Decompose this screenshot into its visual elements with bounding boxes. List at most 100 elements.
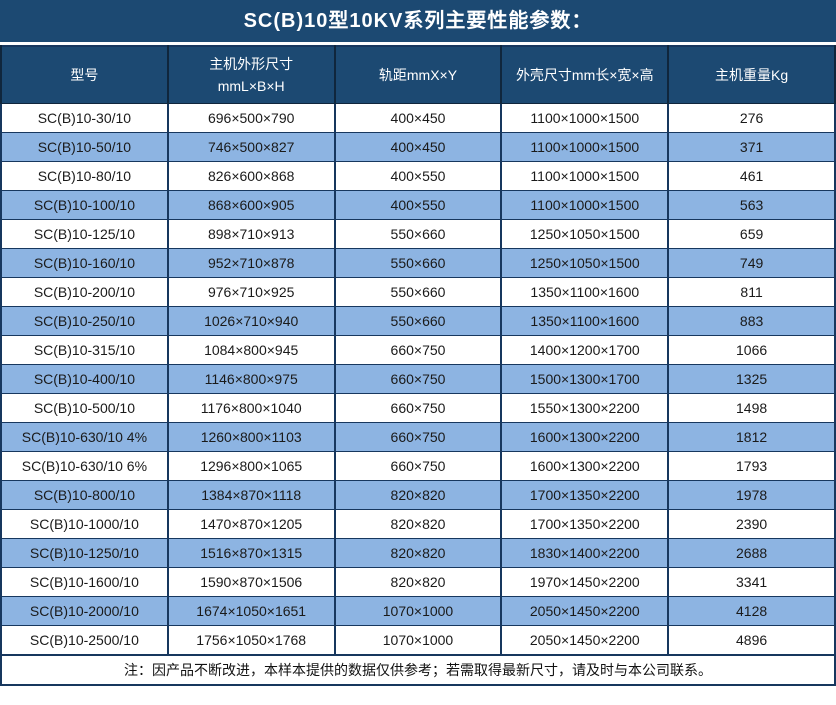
cell-dimensions: 976×710×925 bbox=[166, 277, 336, 307]
cell-gauge: 400×450 bbox=[333, 132, 503, 162]
cell-shell: 2050×1450×2200 bbox=[500, 596, 670, 626]
spec-sheet: SC(B)10型10KV系列主要性能参数： 型号 主机外形尺寸 mmL×B×H … bbox=[0, 0, 836, 686]
table-row: SC(B)10-500/10 1176×800×1040 660×750 1550×1… bbox=[0, 393, 836, 423]
table-row: SC(B)10-200/10 976×710×925 550×660 1350×110… bbox=[0, 277, 836, 307]
cell-shell: 1830×1400×2200 bbox=[500, 538, 670, 568]
cell-model: SC(B)10-1000/10 bbox=[0, 509, 169, 539]
cell-model: SC(B)10-630/10 6% bbox=[0, 451, 169, 481]
cell-weight: 371 bbox=[667, 132, 836, 162]
cell-gauge: 550×660 bbox=[333, 219, 503, 249]
cell-gauge: 550×660 bbox=[333, 277, 503, 307]
cell-weight: 1325 bbox=[667, 364, 836, 394]
cell-model: SC(B)10-1600/10 bbox=[0, 567, 169, 597]
note-row: 注：因产品不断改进，本样本提供的数据仅供参考；若需取得最新尺寸，请及时与本公司联… bbox=[0, 654, 836, 686]
cell-model: SC(B)10-800/10 bbox=[0, 480, 169, 510]
cell-shell: 1600×1300×2200 bbox=[500, 451, 670, 481]
cell-gauge: 820×820 bbox=[333, 509, 503, 539]
cell-weight: 276 bbox=[667, 103, 836, 133]
cell-model: SC(B)10-100/10 bbox=[0, 190, 169, 220]
cell-dimensions: 746×500×827 bbox=[166, 132, 336, 162]
cell-model: SC(B)10-50/10 bbox=[0, 132, 169, 162]
table-body: SC(B)10-30/10 696×500×790 400×450 1100×1000… bbox=[0, 103, 836, 656]
cell-model: SC(B)10-630/10 4% bbox=[0, 422, 169, 452]
cell-weight: 811 bbox=[667, 277, 836, 307]
cell-gauge: 660×750 bbox=[333, 451, 503, 481]
cell-model: SC(B)10-30/10 bbox=[0, 103, 169, 133]
cell-gauge: 550×660 bbox=[333, 306, 503, 336]
cell-weight: 1066 bbox=[667, 335, 836, 365]
cell-shell: 1550×1300×2200 bbox=[500, 393, 670, 423]
table-footer: 注：因产品不断改进，本样本提供的数据仅供参考；若需取得最新尺寸，请及时与本公司联… bbox=[0, 654, 836, 686]
cell-weight: 1793 bbox=[667, 451, 836, 481]
cell-shell: 1700×1350×2200 bbox=[500, 480, 670, 510]
cell-dimensions: 1384×870×1118 bbox=[166, 480, 336, 510]
cell-dimensions: 868×600×905 bbox=[166, 190, 336, 220]
cell-model: SC(B)10-125/10 bbox=[0, 219, 169, 249]
cell-weight: 1812 bbox=[667, 422, 836, 452]
cell-weight: 1498 bbox=[667, 393, 836, 423]
table-row: SC(B)10-30/10 696×500×790 400×450 1100×1000… bbox=[0, 103, 836, 133]
cell-model: SC(B)10-2500/10 bbox=[0, 625, 169, 656]
cell-gauge: 660×750 bbox=[333, 393, 503, 423]
table-header: 型号 主机外形尺寸 mmL×B×H 轨距mmX×Y 外壳尺寸mm长×宽×高 主机… bbox=[0, 45, 836, 104]
cell-shell: 1350×1100×1600 bbox=[500, 306, 670, 336]
table-row: SC(B)10-80/10 826×600×868 400×550 1100×1000… bbox=[0, 161, 836, 191]
cell-shell: 1600×1300×2200 bbox=[500, 422, 670, 452]
cell-model: SC(B)10-400/10 bbox=[0, 364, 169, 394]
page-title: SC(B)10型10KV系列主要性能参数： bbox=[0, 0, 836, 42]
cell-shell: 1400×1200×1700 bbox=[500, 335, 670, 365]
table-row: SC(B)10-1250/10 1516×870×1315 820×820 1830×… bbox=[0, 538, 836, 568]
cell-dimensions: 1176×800×1040 bbox=[166, 393, 336, 423]
cell-gauge: 550×660 bbox=[333, 248, 503, 278]
table-row: SC(B)10-1600/10 1590×870×1506 820×820 1970×… bbox=[0, 567, 836, 597]
table-row: SC(B)10-800/10 1384×870×1118 820×820 1700×1… bbox=[0, 480, 836, 510]
cell-model: SC(B)10-80/10 bbox=[0, 161, 169, 191]
cell-dimensions: 1756×1050×1768 bbox=[166, 625, 336, 656]
table-row: SC(B)10-400/10 1146×800×975 660×750 1500×13… bbox=[0, 364, 836, 394]
cell-weight: 1978 bbox=[667, 480, 836, 510]
header-row: 型号 主机外形尺寸 mmL×B×H 轨距mmX×Y 外壳尺寸mm长×宽×高 主机… bbox=[0, 45, 836, 104]
cell-gauge: 660×750 bbox=[333, 364, 503, 394]
cell-model: SC(B)10-315/10 bbox=[0, 335, 169, 365]
cell-weight: 749 bbox=[667, 248, 836, 278]
table-row: SC(B)10-630/10 6% 1296×800×1065 660×750 160… bbox=[0, 451, 836, 481]
table-row: SC(B)10-2500/10 1756×1050×1768 1070×1000 20… bbox=[0, 625, 836, 656]
cell-gauge: 660×750 bbox=[333, 335, 503, 365]
cell-dimensions: 952×710×878 bbox=[166, 248, 336, 278]
cell-model: SC(B)10-500/10 bbox=[0, 393, 169, 423]
cell-shell: 1700×1350×2200 bbox=[500, 509, 670, 539]
cell-gauge: 820×820 bbox=[333, 538, 503, 568]
cell-shell: 1100×1000×1500 bbox=[500, 190, 670, 220]
cell-weight: 2688 bbox=[667, 538, 836, 568]
table-row: SC(B)10-125/10 898×710×913 550×660 1250×105… bbox=[0, 219, 836, 249]
cell-gauge: 400×450 bbox=[333, 103, 503, 133]
cell-dimensions: 1470×870×1205 bbox=[166, 509, 336, 539]
cell-dimensions: 1296×800×1065 bbox=[166, 451, 336, 481]
cell-gauge: 1070×1000 bbox=[333, 596, 503, 626]
col-header-shell: 外壳尺寸mm长×宽×高 bbox=[500, 45, 670, 104]
cell-dimensions: 1260×800×1103 bbox=[166, 422, 336, 452]
cell-dimensions: 1084×800×945 bbox=[166, 335, 336, 365]
cell-weight: 4896 bbox=[667, 625, 836, 656]
cell-gauge: 820×820 bbox=[333, 567, 503, 597]
table-row: SC(B)10-160/10 952×710×878 550×660 1250×105… bbox=[0, 248, 836, 278]
cell-shell: 1250×1050×1500 bbox=[500, 248, 670, 278]
cell-model: SC(B)10-1250/10 bbox=[0, 538, 169, 568]
cell-weight: 461 bbox=[667, 161, 836, 191]
cell-shell: 1100×1000×1500 bbox=[500, 132, 670, 162]
cell-weight: 659 bbox=[667, 219, 836, 249]
cell-gauge: 1070×1000 bbox=[333, 625, 503, 656]
cell-dimensions: 696×500×790 bbox=[166, 103, 336, 133]
cell-shell: 1250×1050×1500 bbox=[500, 219, 670, 249]
col-header-dimensions: 主机外形尺寸 mmL×B×H bbox=[166, 45, 336, 104]
table-row: SC(B)10-1000/10 1470×870×1205 820×820 1700×… bbox=[0, 509, 836, 539]
cell-weight: 2390 bbox=[667, 509, 836, 539]
cell-dimensions: 1026×710×940 bbox=[166, 306, 336, 336]
table-row: SC(B)10-50/10 746×500×827 400×450 1100×1000… bbox=[0, 132, 836, 162]
spec-table: 型号 主机外形尺寸 mmL×B×H 轨距mmX×Y 外壳尺寸mm长×宽×高 主机… bbox=[0, 45, 836, 686]
cell-gauge: 400×550 bbox=[333, 190, 503, 220]
cell-shell: 1500×1300×1700 bbox=[500, 364, 670, 394]
cell-shell: 2050×1450×2200 bbox=[500, 625, 670, 656]
cell-shell: 1350×1100×1600 bbox=[500, 277, 670, 307]
cell-gauge: 660×750 bbox=[333, 422, 503, 452]
